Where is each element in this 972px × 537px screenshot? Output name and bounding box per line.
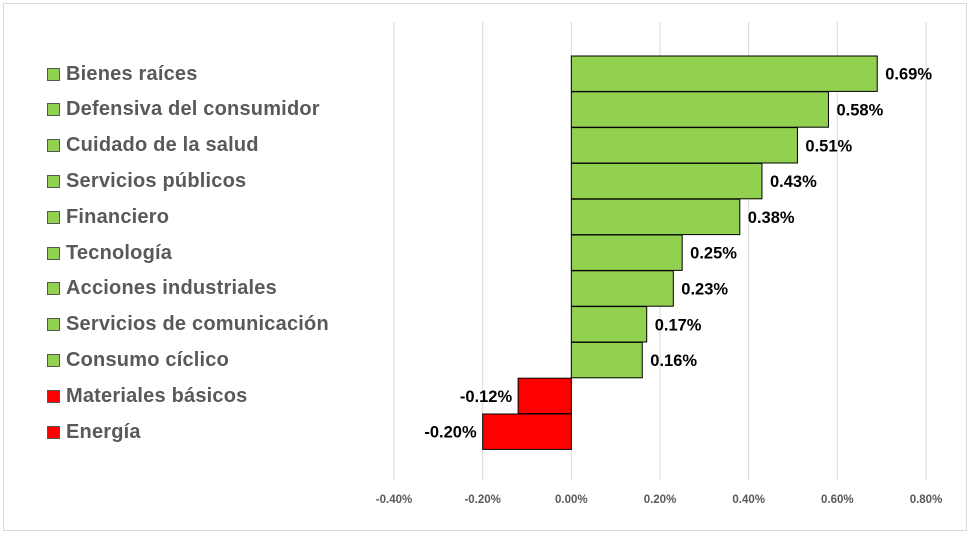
legend-swatch — [47, 318, 60, 332]
data-label: 0.16% — [650, 352, 697, 370]
legend-item-defensiva-del-consumidor: Defensiva del consumidor — [47, 92, 320, 128]
x-tick-label: 0.60% — [821, 494, 854, 506]
legend-item-servicios-publicos: Servicios públicos — [47, 163, 246, 199]
legend-label: Bienes raíces — [66, 62, 198, 85]
bar-energia — [482, 413, 572, 450]
legend-swatch — [47, 103, 60, 117]
legend-item-materiales-basicos: Materiales básicos — [47, 378, 247, 414]
legend-item-bienes-raices: Bienes raíces — [47, 56, 198, 92]
legend-swatch — [47, 210, 60, 224]
data-label: 0.38% — [748, 209, 795, 227]
bar-bienes-raices — [570, 55, 878, 92]
legend-label: Consumo cíclico — [66, 348, 230, 371]
legend-label: Materiales básicos — [66, 384, 248, 407]
legend-swatch — [47, 67, 60, 81]
data-label: -0.20% — [424, 424, 477, 442]
legend-item-financiero: Financiero — [47, 199, 169, 235]
x-tick-label: -0.20% — [464, 494, 500, 506]
legend-label: Defensiva del consumidor — [66, 98, 320, 121]
legend-item-energia: Energía — [47, 414, 141, 450]
bar-cuidado-de-la-salud — [570, 127, 798, 164]
bar-servicios-de-comunicacion — [570, 306, 648, 343]
legend-swatch — [47, 139, 60, 153]
legend-swatch — [47, 174, 60, 188]
data-label: 0.58% — [836, 102, 883, 120]
x-tick-label: 0.00% — [555, 494, 588, 506]
data-label: 0.25% — [690, 245, 737, 263]
bar-financiero — [570, 198, 741, 236]
legend-swatch — [47, 246, 60, 260]
legend-item-consumo-ciclico: Consumo cíclico — [47, 342, 229, 378]
bar-servicios-publicos — [570, 162, 763, 200]
legend-label: Acciones industriales — [66, 277, 277, 300]
data-label: -0.12% — [460, 388, 513, 406]
legend-item-servicios-de-comunicacion: Servicios de comunicación — [47, 307, 329, 343]
data-label: 0.43% — [770, 173, 817, 191]
x-tick-label: -0.40% — [376, 494, 412, 506]
x-tick-label: 0.20% — [644, 494, 677, 506]
bar-consumo-ciclico — [570, 341, 643, 379]
data-label: 0.69% — [885, 66, 932, 84]
legend-label: Servicios públicos — [66, 169, 247, 192]
legend-label: Financiero — [66, 205, 170, 228]
bar-acciones-industriales — [570, 270, 674, 307]
data-label: 0.23% — [681, 281, 728, 299]
legend-swatch — [47, 282, 60, 296]
legend-item-tecnologia: Tecnología — [47, 235, 172, 271]
data-label: 0.51% — [805, 137, 852, 155]
legend-label: Energía — [66, 420, 141, 443]
bar-defensiva-del-consumidor — [570, 91, 829, 128]
x-tick-label: 0.40% — [732, 494, 765, 506]
bar-materiales-basicos — [517, 377, 572, 415]
legend-item-acciones-industriales: Acciones industriales — [47, 271, 277, 307]
legend-swatch — [47, 425, 60, 439]
legend-item-cuidado-de-la-salud: Cuidado de la salud — [47, 128, 259, 164]
bar-tecnologia — [570, 234, 683, 271]
legend-label: Servicios de comunicación — [66, 313, 329, 336]
x-tick-label: 0.80% — [910, 494, 943, 506]
legend-swatch — [47, 389, 60, 403]
legend-swatch — [47, 353, 60, 367]
data-label: 0.17% — [655, 316, 702, 334]
legend-label: Cuidado de la salud — [66, 134, 259, 157]
legend-label: Tecnología — [66, 241, 173, 264]
